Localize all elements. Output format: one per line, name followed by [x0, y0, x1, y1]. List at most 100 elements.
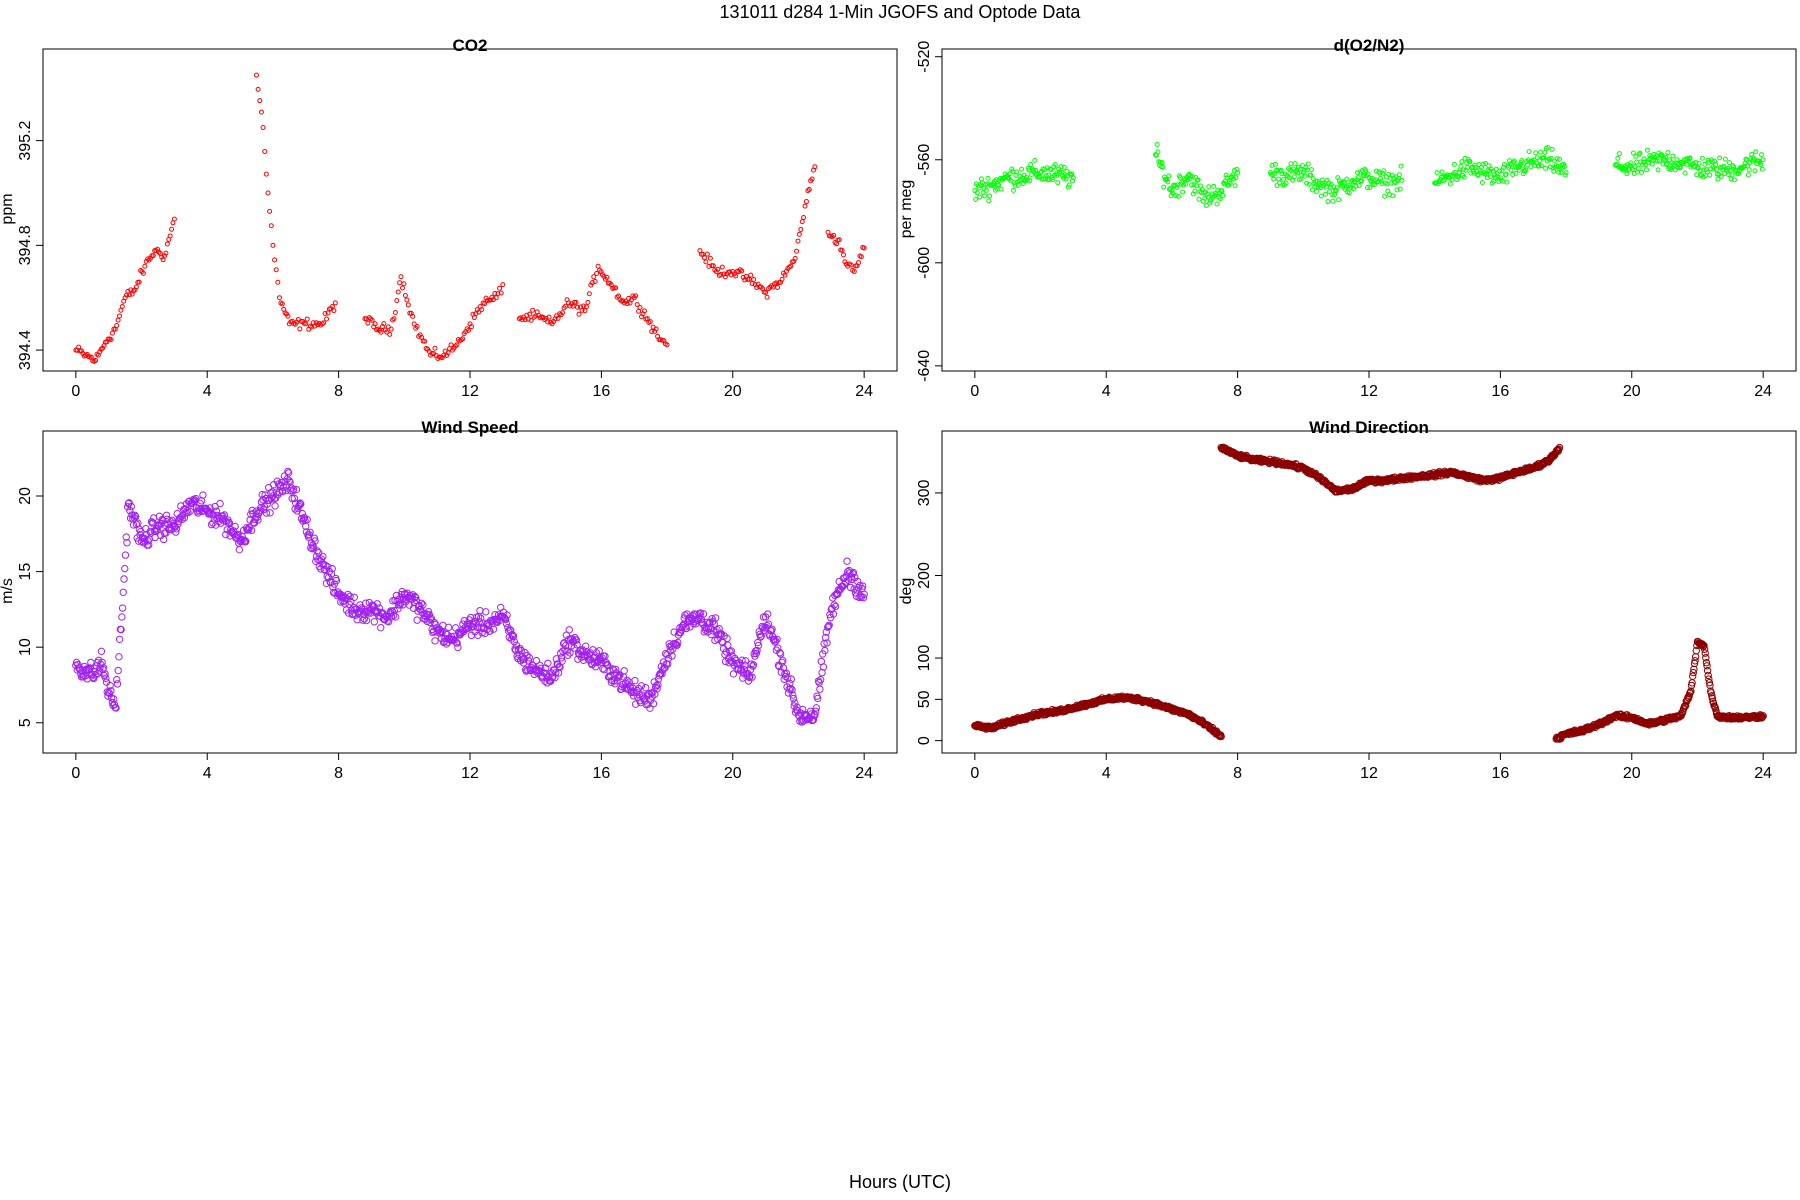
data-point [830, 601, 838, 609]
data-point [647, 689, 656, 697]
data-point [1511, 158, 1517, 164]
data-point [1501, 165, 1507, 171]
x-tick-label: 8 [334, 765, 343, 782]
data-point [1752, 168, 1758, 174]
data-point [983, 187, 989, 193]
data-point [110, 695, 118, 703]
data-point [1486, 163, 1492, 169]
data-point [1743, 156, 1749, 162]
data-point [1166, 187, 1172, 193]
data-point [545, 319, 551, 325]
x-tick-label: 8 [1233, 765, 1242, 782]
data-point [1220, 192, 1226, 198]
data-point [1649, 161, 1655, 167]
data-point [1377, 170, 1383, 176]
data-point [846, 583, 855, 592]
data-point [786, 679, 794, 688]
data-point [1644, 167, 1650, 173]
data-point [424, 608, 433, 616]
data-point [541, 664, 550, 672]
data-point [1700, 645, 1709, 653]
data-point [1165, 179, 1171, 185]
data-point [206, 504, 214, 512]
data-point [1377, 175, 1383, 181]
data-point [1554, 156, 1560, 162]
data-point [322, 311, 328, 317]
data-point [757, 632, 766, 640]
data-point [654, 681, 662, 689]
data-point [849, 569, 857, 578]
data-point [285, 313, 291, 319]
data-point [360, 615, 369, 623]
data-point [1217, 196, 1223, 202]
data-point [1355, 170, 1361, 176]
data-point [787, 675, 796, 683]
data-point [1174, 184, 1180, 190]
data-point [986, 198, 992, 204]
y-tick-label: 5 [17, 718, 34, 727]
data-point [1549, 146, 1555, 152]
data-point [276, 295, 282, 301]
data-point [394, 605, 402, 613]
data-point [288, 494, 296, 503]
data-point [1558, 169, 1564, 175]
data-point [292, 485, 301, 494]
data-point [736, 661, 744, 669]
data-point [101, 670, 109, 678]
data-point [329, 304, 335, 310]
data-point [277, 478, 286, 487]
data-point [789, 691, 797, 699]
data-point [493, 295, 499, 301]
data-point [719, 264, 725, 270]
data-point [347, 598, 355, 606]
data-point [1233, 175, 1239, 181]
data-point [1204, 191, 1210, 197]
data-point [178, 515, 186, 524]
data-point [297, 500, 305, 508]
data-point [159, 516, 167, 525]
data-point [532, 656, 541, 665]
data-point [859, 582, 867, 590]
data-point [1536, 163, 1542, 169]
x-tick-label: 16 [1491, 765, 1509, 782]
data-point [275, 279, 281, 285]
data-point [1546, 156, 1552, 162]
data-point [1704, 671, 1712, 680]
data-point [1488, 174, 1494, 180]
data-point [452, 624, 460, 632]
data-point [268, 223, 274, 229]
data-point [1278, 167, 1284, 173]
data-point [1281, 176, 1287, 182]
data-point [1704, 169, 1710, 175]
data-point [1227, 180, 1233, 186]
data-point [136, 279, 142, 285]
data-point [1642, 159, 1648, 165]
data-point [603, 660, 611, 669]
x-tick-label: 16 [1491, 383, 1509, 400]
data-point [1460, 167, 1466, 173]
data-point [1363, 168, 1369, 174]
x-tick-label: 12 [1360, 383, 1378, 400]
data-point [1698, 173, 1704, 179]
data-point [309, 324, 315, 330]
data-point [1185, 177, 1191, 183]
data-point [1700, 174, 1706, 180]
data-point [1506, 158, 1512, 164]
data-point [1006, 175, 1012, 181]
data-point [803, 199, 809, 205]
data-point [1034, 174, 1040, 180]
data-point [362, 599, 370, 607]
data-point [528, 317, 534, 323]
data-point [106, 681, 114, 690]
y-tick-label: -520 [916, 41, 933, 73]
data-point [1043, 173, 1049, 179]
data-point [1691, 657, 1699, 665]
data-point [321, 320, 327, 326]
data-point [978, 176, 984, 182]
data-point [510, 637, 518, 646]
data-point [123, 539, 131, 547]
data-point [454, 342, 460, 348]
data-point [1687, 687, 1695, 695]
data-point [1029, 172, 1035, 178]
data-point [653, 326, 659, 332]
